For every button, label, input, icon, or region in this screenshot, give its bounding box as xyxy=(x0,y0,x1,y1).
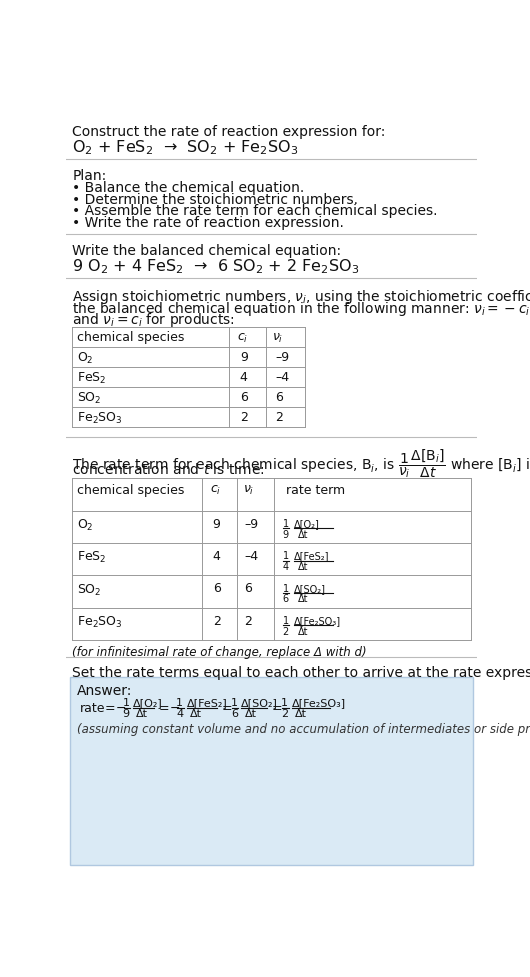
Text: $c_i$: $c_i$ xyxy=(210,484,221,496)
Text: Δt: Δt xyxy=(298,530,308,539)
Text: 6: 6 xyxy=(276,390,284,404)
Text: • Assemble the rate term for each chemical species.: • Assemble the rate term for each chemic… xyxy=(73,204,438,218)
Text: SO$_2$: SO$_2$ xyxy=(77,582,102,597)
Text: 9: 9 xyxy=(122,708,129,718)
Text: 1: 1 xyxy=(281,698,288,707)
Text: Fe$_2$SO$_3$: Fe$_2$SO$_3$ xyxy=(77,410,123,425)
Text: rate term: rate term xyxy=(286,484,346,496)
Text: Construct the rate of reaction expression for:: Construct the rate of reaction expressio… xyxy=(73,125,386,139)
Text: Fe$_2$SO$_3$: Fe$_2$SO$_3$ xyxy=(77,615,123,629)
Text: 1: 1 xyxy=(282,519,289,529)
Text: 6: 6 xyxy=(240,390,248,404)
Text: (for infinitesimal rate of change, replace Δ with d): (for infinitesimal rate of change, repla… xyxy=(73,645,367,658)
Text: Δt: Δt xyxy=(298,626,308,636)
Text: concentration and $t$ is time:: concentration and $t$ is time: xyxy=(73,461,265,476)
Text: 1: 1 xyxy=(122,698,129,707)
Text: Δ[SO₂]: Δ[SO₂] xyxy=(241,698,278,707)
Text: 4: 4 xyxy=(240,370,248,383)
Text: 4: 4 xyxy=(282,562,289,572)
Text: 4: 4 xyxy=(176,708,183,718)
Text: • Balance the chemical equation.: • Balance the chemical equation. xyxy=(73,181,305,195)
Text: 1: 1 xyxy=(231,698,238,707)
Text: 2: 2 xyxy=(244,615,252,627)
Text: –9: –9 xyxy=(244,517,259,531)
Text: $\nu_i$: $\nu_i$ xyxy=(272,331,284,344)
Text: =: = xyxy=(221,701,232,714)
FancyBboxPatch shape xyxy=(70,677,473,865)
Text: Δ[Fe₂SO₃]: Δ[Fe₂SO₃] xyxy=(294,616,341,625)
Text: The rate term for each chemical species, B$_i$, is $\dfrac{1}{\nu_i}\dfrac{\Delt: The rate term for each chemical species,… xyxy=(73,447,530,480)
Text: Write the balanced chemical equation:: Write the balanced chemical equation: xyxy=(73,244,341,258)
Text: Δ[FeS₂]: Δ[FeS₂] xyxy=(187,698,227,707)
Text: rate: rate xyxy=(80,701,105,714)
Text: Δt: Δt xyxy=(190,708,202,718)
Text: Answer:: Answer: xyxy=(77,683,132,698)
Text: 1: 1 xyxy=(176,698,183,707)
Text: Δt: Δt xyxy=(298,594,308,604)
Text: Δt: Δt xyxy=(136,708,148,718)
Text: 9: 9 xyxy=(213,517,220,531)
Text: 1: 1 xyxy=(282,583,289,593)
Text: O$_2$ + FeS$_2$  →  SO$_2$ + Fe$_2$SO$_3$: O$_2$ + FeS$_2$ → SO$_2$ + Fe$_2$SO$_3$ xyxy=(73,138,299,156)
Text: Δt: Δt xyxy=(244,708,257,718)
Text: the balanced chemical equation in the following manner: $\nu_i = -c_i$ for react: the balanced chemical equation in the fo… xyxy=(73,300,530,318)
Text: $c_i$: $c_i$ xyxy=(237,331,248,344)
Text: Assign stoichiometric numbers, $\nu_i$, using the stoichiometric coefficients, $: Assign stoichiometric numbers, $\nu_i$, … xyxy=(73,288,530,306)
Text: 1: 1 xyxy=(282,616,289,625)
Text: Δ[O₂]: Δ[O₂] xyxy=(294,519,320,529)
Text: Δ[O₂]: Δ[O₂] xyxy=(133,698,163,707)
Text: Δ[SO₂]: Δ[SO₂] xyxy=(294,583,326,593)
Text: 6: 6 xyxy=(213,582,220,595)
Text: –4: –4 xyxy=(244,549,259,563)
Text: O$_2$: O$_2$ xyxy=(77,517,94,532)
Text: −: − xyxy=(170,701,180,714)
Text: 2: 2 xyxy=(276,410,284,423)
Text: Δt: Δt xyxy=(298,562,308,572)
Text: 2: 2 xyxy=(281,708,288,718)
Text: and $\nu_i = c_i$ for products:: and $\nu_i = c_i$ for products: xyxy=(73,311,235,329)
Text: O$_2$: O$_2$ xyxy=(77,351,94,365)
Text: 6: 6 xyxy=(244,582,252,595)
Text: Set the rate terms equal to each other to arrive at the rate expression:: Set the rate terms equal to each other t… xyxy=(73,665,530,679)
Text: (assuming constant volume and no accumulation of intermediates or side products): (assuming constant volume and no accumul… xyxy=(77,722,530,735)
Text: =: = xyxy=(105,701,116,714)
Text: • Write the rate of reaction expression.: • Write the rate of reaction expression. xyxy=(73,216,344,230)
Text: 9: 9 xyxy=(240,351,248,363)
Text: 2: 2 xyxy=(213,615,220,627)
Text: 6: 6 xyxy=(282,594,289,604)
Text: =: = xyxy=(159,701,170,714)
Text: Plan:: Plan: xyxy=(73,169,107,183)
Text: 4: 4 xyxy=(213,549,220,563)
Text: 2: 2 xyxy=(240,410,248,423)
Text: $\nu_i$: $\nu_i$ xyxy=(243,484,254,496)
Text: chemical species: chemical species xyxy=(77,331,184,344)
Text: –4: –4 xyxy=(276,370,289,383)
Text: 2: 2 xyxy=(282,626,289,636)
Text: FeS$_2$: FeS$_2$ xyxy=(77,549,107,565)
Text: 1: 1 xyxy=(282,551,289,561)
Text: FeS$_2$: FeS$_2$ xyxy=(77,370,107,385)
Text: Δ[FeS₂]: Δ[FeS₂] xyxy=(294,551,330,561)
Text: −: − xyxy=(116,701,126,714)
Text: –9: –9 xyxy=(276,351,289,363)
Text: • Determine the stoichiometric numbers.: • Determine the stoichiometric numbers. xyxy=(73,192,358,206)
Text: SO$_2$: SO$_2$ xyxy=(77,390,102,405)
Text: 9 O$_2$ + 4 FeS$_2$  →  6 SO$_2$ + 2 Fe$_2$SO$_3$: 9 O$_2$ + 4 FeS$_2$ → 6 SO$_2$ + 2 Fe$_2… xyxy=(73,257,360,276)
Text: 6: 6 xyxy=(231,708,238,718)
Text: 9: 9 xyxy=(282,530,289,539)
Text: chemical species: chemical species xyxy=(77,484,184,496)
Text: Δ[Fe₂SO₃]: Δ[Fe₂SO₃] xyxy=(292,698,346,707)
Text: =: = xyxy=(271,701,282,714)
Text: Δt: Δt xyxy=(295,708,307,718)
